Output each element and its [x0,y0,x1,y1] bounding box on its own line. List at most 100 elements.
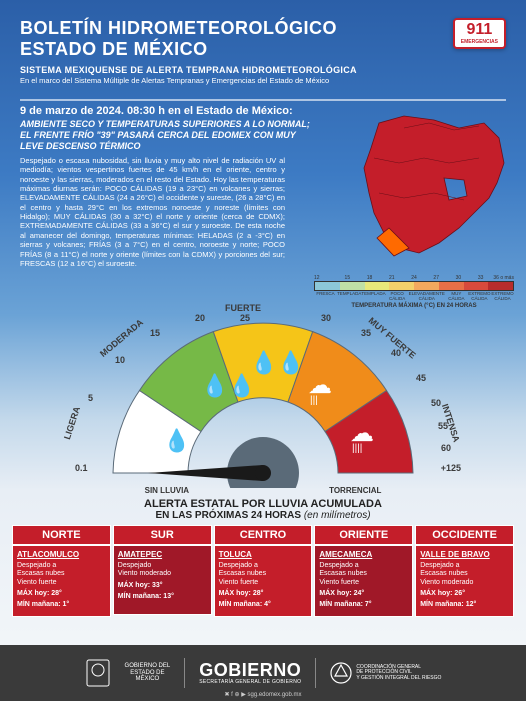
region-location: TOLUCA [219,550,308,560]
bulletin-subtitle: SISTEMA MEXIQUENSE DE ALERTA TEMPRANA HI… [20,65,506,75]
region-location: AMECAMECA [319,550,408,560]
legend-tick: 18 [358,275,380,281]
region-line: Escasas nubes [17,570,106,578]
legend-tick: 24 [403,275,425,281]
emergency-label: EMERGENCIAS [461,40,498,45]
gauge-num: 55 [438,421,448,431]
svg-text:💧💧: 💧💧 [250,350,305,375]
region-header: OCCIDENTE [415,525,514,545]
region-line: Viento moderado [420,579,509,587]
legend-tick: 33 [470,275,492,281]
region-body: AMATEPEC Despejado Viento moderado MÁX h… [113,545,212,615]
footer-pc-l3: Y GESTIÓN INTEGRAL DEL RIESGO [356,676,441,682]
region-min: MÍN mañana: 13° [118,593,207,601]
gauge-num: +125 [441,463,461,473]
legend-seg [488,282,513,290]
bulletin-subsubtitle: En el marco del Sistema Múltiple de Aler… [20,76,506,85]
gauge-num: 35 [361,328,371,338]
region-header: SUR [113,525,212,545]
legend-seg [365,282,390,290]
emergency-badge: 911 EMERGENCIAS [453,18,506,49]
region-min: MÍN mañana: 1° [17,601,106,609]
gauge-torrencial: TORRENCIAL [329,486,381,495]
region-line: Despejado [118,562,207,570]
legend-seg [464,282,489,290]
region-line: Escasas nubes [420,570,509,578]
region-line: Escasas nubes [219,570,308,578]
legend-tick: 36 o más [492,275,514,281]
legend-seg [315,282,340,290]
region-body: AMECAMECA Despejado a Escasas nubes Vien… [314,545,413,617]
svg-text:💧: 💧 [163,428,190,453]
footer-sep [184,658,185,688]
region-col-sur: SUR AMATEPEC Despejado Viento moderado M… [113,525,212,617]
region-min: MÍN mañana: 4° [219,601,308,609]
gauge-label-fuerte: FUERTE [225,303,261,313]
footer-gobierno-block: GOBIERNO SECRETARÍA GENERAL DE GOBIERNO [199,661,301,685]
legend-tick: 15 [336,275,358,281]
gauge-title-sub: EN LAS PRÓXIMAS 24 HORAS (en milímetros) [0,510,526,521]
state-map [349,108,514,268]
gauge-num: 20 [195,313,205,323]
legend-seg [414,282,439,290]
rain-gauge: 💧 💧💧 💧💧 ☁ ||| ☁ |||| LIGERA MODERADA FUE… [0,293,526,523]
footer-url: ✖ f ⊕ ▶ sgg.edomex.gob.mx [0,691,526,698]
region-line: Escasas nubes [319,570,408,578]
gauge-num: 10 [115,355,125,365]
region-location: ATLACOMULCO [17,550,106,560]
state-seal-icon [85,658,111,688]
legend-seg [340,282,365,290]
bulletin-title-l1: BOLETÍN HIDROMETEOROLÓGICO [20,18,506,39]
footer-sgg: SECRETARÍA GENERAL DE GOBIERNO [199,679,301,685]
gauge-num: 25 [240,313,250,323]
gauge-num: 40 [391,348,401,358]
emergency-number: 911 [461,22,498,38]
region-line: Despejado a [319,562,408,570]
legend-seg [439,282,464,290]
forecast-headline: AMBIENTE SECO Y TEMPERATURAS SUPERIORES … [20,119,320,151]
footer-gob-label: GOBIERNO DEL ESTADO DE MÉXICO [125,663,171,683]
svg-text:💧💧: 💧💧 [201,373,256,398]
footer: GOBIERNO DEL ESTADO DE MÉXICO GOBIERNO S… [0,645,526,701]
region-max: MÁX hoy: 26° [420,590,509,598]
svg-text:||||: |||| [352,443,362,454]
region-line: Viento moderado [118,570,207,578]
region-col-oriente: ORIENTE AMECAMECA Despejado a Escasas nu… [314,525,413,617]
footer-gobierno: GOBIERNO [199,661,301,679]
footer-pc: COORDINACIÓN GENERAL DE PROTECCIÓN CIVIL… [330,662,441,684]
regions-table: NORTE ATLACOMULCO Despejado a Escasas nu… [12,525,514,617]
region-line: Despejado a [420,562,509,570]
gauge-num: 60 [441,443,451,453]
forecast-body: Despejado o escasa nubosidad, sin lluvia… [0,156,305,269]
region-line: Viento fuerte [219,579,308,587]
footer-sep [315,658,316,688]
region-line: Viento fuerte [319,579,408,587]
bulletin-title-l2: ESTADO DE MÉXICO [20,39,506,60]
gauge-num: 0.1 [75,463,88,473]
region-header: NORTE [12,525,111,545]
region-col-norte: NORTE ATLACOMULCO Despejado a Escasas nu… [12,525,111,617]
header-divider [20,99,506,101]
region-max: MÁX hoy: 28° [17,590,106,598]
svg-text:|||: ||| [310,395,318,406]
region-min: MÍN mañana: 12° [420,601,509,609]
legend-tick: 27 [425,275,447,281]
region-col-centro: CENTRO TOLUCA Despejado a Escasas nubes … [214,525,313,617]
region-line: Viento fuerte [17,579,106,587]
region-body: ATLACOMULCO Despejado a Escasas nubes Vi… [12,545,111,617]
region-line: Despejado a [219,562,308,570]
gauge-svg: 💧 💧💧 💧💧 ☁ ||| ☁ |||| [53,293,473,488]
region-header: CENTRO [214,525,313,545]
gauge-sin-lluvia: SIN LLUVIA [145,486,189,495]
gauge-num: 15 [150,328,160,338]
legend-tick: 12 [314,275,336,281]
gauge-num: 45 [416,373,426,383]
gauge-num: 30 [321,313,331,323]
region-max: MÁX hoy: 33° [118,582,207,590]
proteccion-civil-icon [330,662,352,684]
region-min: MÍN mañana: 7° [319,601,408,609]
region-header: ORIENTE [314,525,413,545]
region-body: VALLE DE BRAVO Despejado a Escasas nubes… [415,545,514,617]
region-line: Despejado a [17,562,106,570]
legend-tick: 30 [447,275,469,281]
